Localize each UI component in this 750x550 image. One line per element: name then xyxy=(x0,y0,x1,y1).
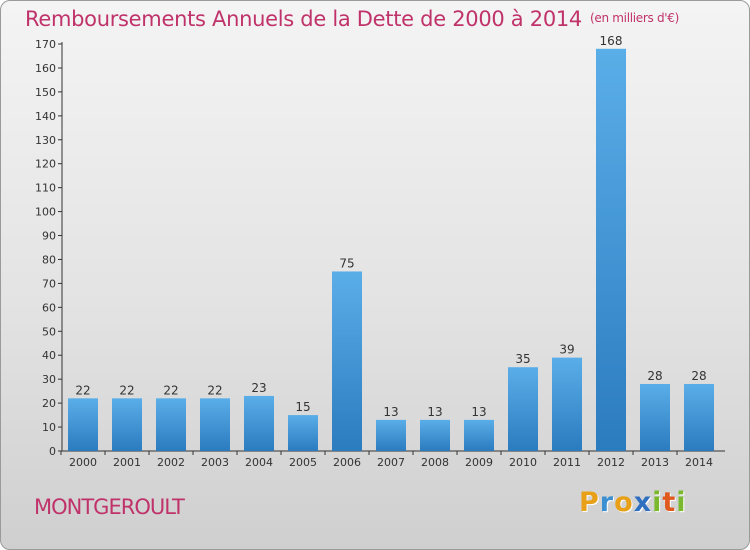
bar xyxy=(376,419,406,451)
bar-value-label: 15 xyxy=(295,400,310,414)
bar xyxy=(200,398,230,451)
bar xyxy=(332,271,362,451)
x-tick-label: 2006 xyxy=(333,456,361,469)
bar xyxy=(596,48,626,451)
y-tick-label: 150 xyxy=(35,86,56,99)
y-tick-label: 80 xyxy=(42,253,56,266)
x-tick-label: 2008 xyxy=(421,456,449,469)
y-tick-label: 0 xyxy=(49,445,56,458)
x-tick-label: 2005 xyxy=(289,456,317,469)
chart-title-text: Remboursements Annuels de la Dette de 20… xyxy=(25,7,582,31)
bar-value-label: 28 xyxy=(691,369,706,383)
bar xyxy=(508,367,538,451)
bar-value-label: 39 xyxy=(559,343,574,357)
chart-title: Remboursements Annuels de la Dette de 20… xyxy=(25,7,679,31)
y-tick-label: 170 xyxy=(35,38,56,51)
x-tick-label: 2007 xyxy=(377,456,405,469)
bar xyxy=(640,383,670,451)
y-tick-label: 110 xyxy=(35,182,56,195)
bar xyxy=(68,398,98,451)
proxiti-logo: Proxiti xyxy=(579,487,687,518)
bar-value-label: 23 xyxy=(251,381,266,395)
y-tick-label: 100 xyxy=(35,206,56,219)
bar-value-label: 28 xyxy=(647,369,662,383)
bar-value-label: 22 xyxy=(75,383,90,397)
x-tick-label: 2001 xyxy=(113,456,141,469)
x-tick-label: 2010 xyxy=(509,456,537,469)
y-tick-label: 10 xyxy=(42,421,56,434)
bar-value-label: 75 xyxy=(339,256,354,270)
y-tick-label: 140 xyxy=(35,110,56,123)
bar-value-label: 13 xyxy=(427,405,442,419)
x-tick-label: 2011 xyxy=(553,456,581,469)
bar-value-label: 168 xyxy=(600,34,623,48)
bar xyxy=(156,398,186,451)
y-tick-label: 60 xyxy=(42,301,56,314)
bar xyxy=(244,395,274,451)
x-tick-label: 2012 xyxy=(597,456,625,469)
bar-value-label: 13 xyxy=(383,405,398,419)
x-tick-label: 2013 xyxy=(641,456,669,469)
y-tick-label: 90 xyxy=(42,230,56,243)
bar-value-label: 13 xyxy=(471,405,486,419)
y-tick-label: 20 xyxy=(42,397,56,410)
x-tick-label: 2014 xyxy=(685,456,713,469)
y-tick-label: 120 xyxy=(35,158,56,171)
x-tick-label: 2004 xyxy=(245,456,273,469)
x-tick-label: 2003 xyxy=(201,456,229,469)
bar xyxy=(684,383,714,451)
bar-value-label: 22 xyxy=(163,383,178,397)
y-tick-label: 50 xyxy=(42,325,56,338)
bar-value-label: 22 xyxy=(119,383,134,397)
x-tick-label: 2009 xyxy=(465,456,493,469)
y-tick-label: 30 xyxy=(42,373,56,386)
bar xyxy=(420,419,450,451)
bar-value-label: 22 xyxy=(207,383,222,397)
bar xyxy=(552,357,582,451)
bar-value-label: 35 xyxy=(515,352,530,366)
bar xyxy=(288,415,318,451)
y-tick-label: 160 xyxy=(35,62,56,75)
bar xyxy=(112,398,142,451)
y-tick-label: 40 xyxy=(42,349,56,362)
bar xyxy=(464,419,494,451)
x-tick-label: 2000 xyxy=(69,456,97,469)
y-tick-label: 70 xyxy=(42,277,56,290)
commune-name: MONTGEROULT xyxy=(34,495,185,519)
y-tick-label: 130 xyxy=(35,134,56,147)
chart-unit: (en milliers d'€) xyxy=(590,11,680,25)
x-tick-label: 2002 xyxy=(157,456,185,469)
